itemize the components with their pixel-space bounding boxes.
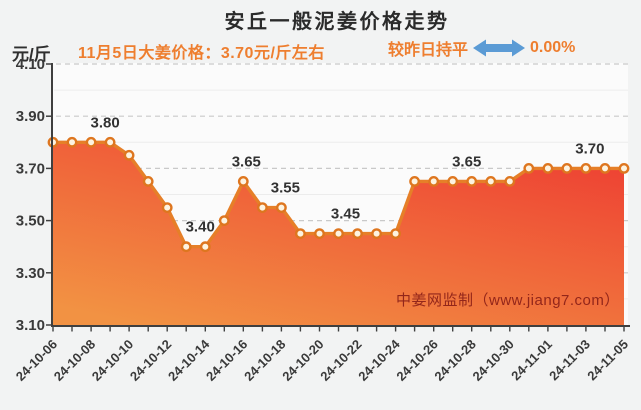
y-tick-label: 3.50	[16, 213, 45, 230]
data-point-marker	[599, 162, 611, 174]
data-point-marker	[85, 136, 97, 148]
point-value-label: 3.70	[575, 140, 604, 157]
x-tick-label: 24-11-03	[546, 337, 593, 384]
y-tick-label: 4.10	[16, 56, 45, 73]
y-tick-label: 3.10	[16, 317, 45, 334]
data-point-marker	[523, 162, 535, 174]
data-point-marker	[256, 202, 268, 214]
data-point-marker	[371, 228, 382, 240]
left-right-arrow-icon	[473, 39, 526, 57]
trend-percent: 0.00%	[530, 39, 576, 56]
page-title: 安丘一般泥姜价格走势	[224, 11, 450, 33]
data-point-marker	[561, 162, 573, 174]
data-point-marker	[275, 202, 287, 214]
point-value-label: 3.65	[232, 153, 261, 170]
data-point-marker	[294, 228, 306, 240]
data-point-marker	[390, 228, 401, 240]
data-point-marker	[237, 175, 249, 187]
data-point-marker	[66, 136, 78, 148]
x-tick-label: 24-10-30	[470, 337, 517, 384]
point-value-label: 3.55	[271, 180, 300, 197]
data-point-marker	[542, 162, 554, 174]
data-point-marker	[447, 175, 459, 187]
data-point-marker	[428, 175, 440, 187]
trend-label: 较昨日持平	[388, 42, 469, 59]
point-value-label: 3.65	[452, 153, 481, 170]
trend-status: 较昨日持平 0.00%	[388, 36, 575, 60]
watermark: 中姜网监制（www.jiang7.com）	[396, 292, 620, 309]
y-tick-label: 3.70	[16, 160, 45, 177]
data-point-marker	[199, 241, 211, 253]
data-point-marker	[123, 149, 135, 161]
data-point-marker	[485, 175, 497, 187]
data-point-marker	[409, 175, 420, 187]
data-point-marker	[352, 228, 363, 240]
point-value-label: 3.80	[90, 114, 119, 131]
point-value-label: 3.40	[186, 219, 215, 236]
data-point-marker	[161, 202, 173, 214]
data-point-marker	[104, 136, 116, 148]
data-point-marker	[142, 175, 154, 187]
data-point-marker	[580, 162, 592, 174]
y-axis-unit-label: 元/斤	[12, 45, 51, 64]
x-tick-label: 24-11-01	[508, 337, 555, 384]
data-point-marker	[618, 162, 630, 174]
x-tick-label: 24-11-05	[584, 337, 631, 384]
data-point-marker	[314, 228, 325, 240]
current-price-subtitle: 11月5日大姜价格：3.70元/斤左右	[78, 45, 325, 62]
data-point-marker	[180, 241, 192, 253]
data-point-marker	[504, 175, 516, 187]
y-tick-label: 3.30	[16, 265, 45, 282]
point-value-label: 3.45	[331, 206, 360, 223]
data-point-marker	[333, 228, 344, 240]
y-tick-label: 3.90	[16, 108, 45, 125]
data-point-marker	[218, 215, 230, 227]
data-point-marker	[466, 175, 478, 187]
